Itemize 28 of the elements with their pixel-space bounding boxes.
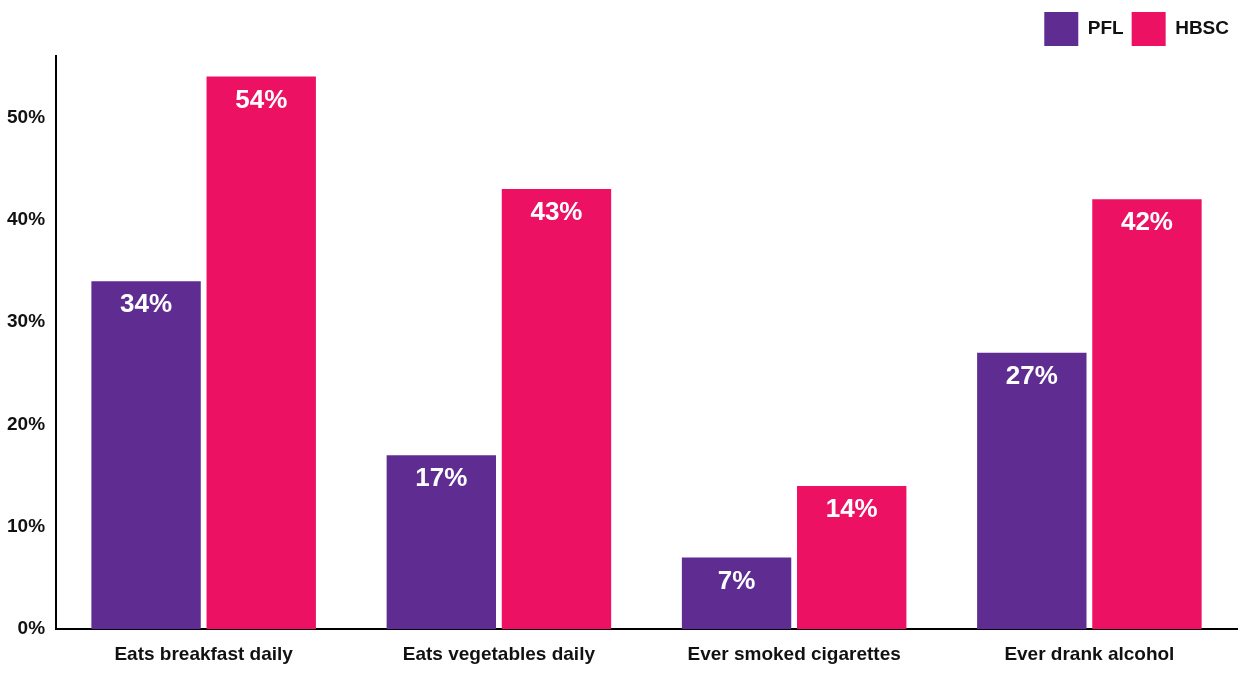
text: 42% — [1120, 206, 1173, 237]
text: 17% — [415, 462, 468, 493]
x-tick-label: Eats breakfast daily — [114, 642, 294, 664]
y-tick-label: 30% — [7, 310, 46, 332]
text: 43% — [530, 196, 583, 227]
text: 54% — [235, 83, 288, 114]
bar — [91, 281, 201, 630]
legend-label: HBSC — [1175, 17, 1230, 39]
x-tick-label: Ever smoked cigarettes — [687, 642, 901, 664]
bar — [386, 455, 497, 630]
text: 14% — [825, 493, 878, 524]
bar — [681, 557, 792, 630]
legend-label: PFL — [1087, 17, 1125, 39]
text: 34% — [120, 288, 173, 319]
y-tick-label: 0% — [17, 617, 46, 639]
text: 27% — [1005, 360, 1058, 391]
y-tick-label: 40% — [7, 208, 46, 230]
x-tick-label: Eats vegetables daily — [402, 642, 596, 664]
bar — [206, 76, 316, 630]
bar — [501, 189, 612, 630]
text: 7% — [717, 564, 756, 595]
bar — [797, 485, 907, 630]
y-tick-label: 10% — [7, 515, 46, 537]
bar — [1092, 199, 1202, 630]
bar — [977, 352, 1087, 630]
y-tick-label: 20% — [7, 412, 46, 434]
x-tick-label: Ever drank alcohol — [1004, 642, 1175, 664]
y-tick-label: 50% — [7, 105, 46, 127]
